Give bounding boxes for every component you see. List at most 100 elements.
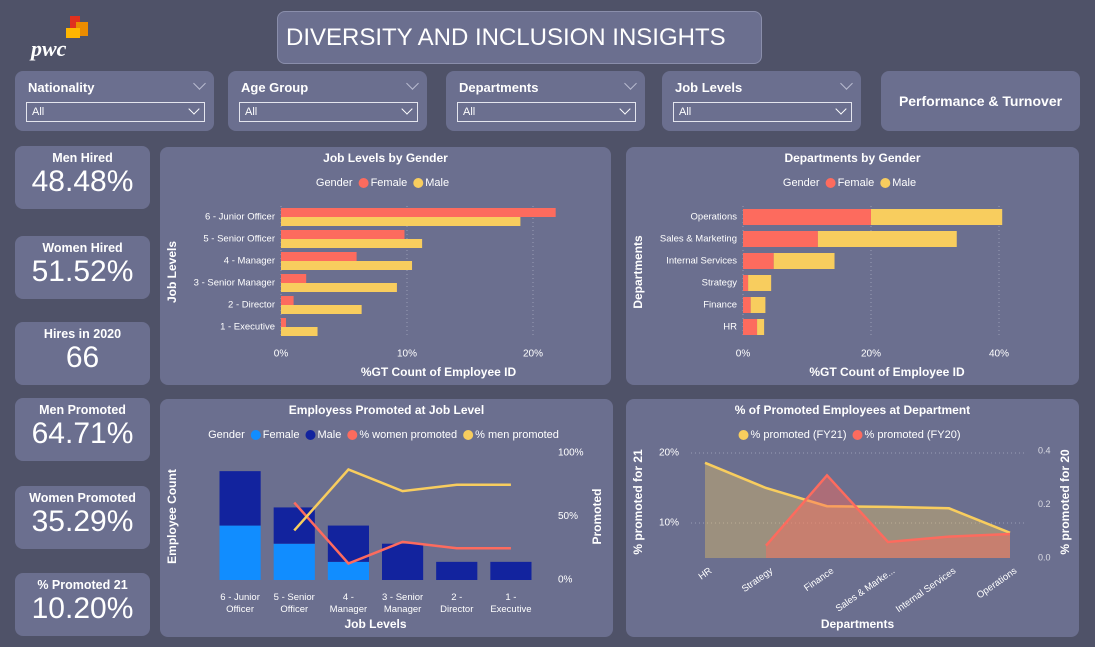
x-tick-label: 2 -Director <box>440 592 473 615</box>
legend-label: Male <box>425 177 449 189</box>
chevron <box>619 103 631 115</box>
x-tick-label: 20% <box>523 349 543 360</box>
legend-label: % men promoted <box>475 429 559 441</box>
legend-label: % women promoted <box>359 429 457 441</box>
kpi-value: 51.52% <box>31 255 134 288</box>
dropdown[interactable]: All <box>26 102 205 122</box>
x-tick-label: 0% <box>736 349 751 360</box>
x-tick-label: Sales & Marke... <box>834 566 897 615</box>
kpi-value: 10.20% <box>31 592 134 625</box>
label-line: 3 - Senior <box>382 592 423 603</box>
label-line: 6 - Junior <box>220 592 260 603</box>
x-tick-label: 1 -Executive <box>490 592 531 615</box>
kpi-card: Men Hired 48.48% <box>15 146 150 209</box>
dropdown[interactable]: All <box>673 102 852 122</box>
bar <box>281 283 397 292</box>
legend-label: Male <box>317 429 341 441</box>
x-tick-label: 3 - Senior Manager <box>382 592 423 615</box>
bar <box>748 275 772 291</box>
bar <box>327 561 369 580</box>
chart-card: Job Levels by Gender Gender Female Male %GT … <box>160 147 611 385</box>
filter-label: Departments <box>459 80 539 95</box>
x-tick-label: 6 - Junior Officer <box>220 592 260 615</box>
dropdown[interactable]: All <box>457 102 636 122</box>
bar <box>281 305 362 314</box>
label-line: 5 - Senior <box>274 592 315 603</box>
bar <box>281 252 357 261</box>
filter[interactable]: Nationality All <box>15 71 214 131</box>
kpi-label: Men Promoted <box>39 403 126 417</box>
legend: Gender Female Male <box>316 177 449 189</box>
label-line: Director <box>440 604 473 615</box>
legend-marker <box>463 430 474 440</box>
bar <box>281 318 287 327</box>
button-label: Performance & Turnover <box>898 93 1063 109</box>
title-box: DIVERSITY AND INCLUSION INSIGHTS <box>277 11 762 64</box>
logo-text: pwc <box>31 36 67 61</box>
dropdown[interactable]: All <box>239 102 418 122</box>
chart-title: Employess Promoted at Job Level <box>289 403 484 417</box>
y2-tick-label: 0.2 <box>1038 499 1051 509</box>
filter-label: Nationality <box>28 80 95 95</box>
y-axis-title: Departments <box>631 235 645 309</box>
legend-label: Female <box>838 177 875 189</box>
bar <box>743 275 749 291</box>
kpi-value: 35.29% <box>31 505 134 538</box>
x-tick-label: Operations <box>975 565 1020 601</box>
bar <box>281 208 556 217</box>
chevron <box>406 77 419 90</box>
x-tick-label: 10% <box>397 349 417 360</box>
kpi-value: 64.71% <box>31 417 134 450</box>
kpi-card: Women Hired 51.52% <box>15 236 150 299</box>
kpi-card: Men Promoted 64.71% <box>15 398 150 461</box>
bar <box>327 525 369 562</box>
bar <box>743 231 818 247</box>
chart-title: % of Promoted Employees at Department <box>735 403 970 417</box>
y-tick-label: Sales & Marketing <box>660 234 737 245</box>
bar <box>273 543 315 580</box>
chevron <box>401 103 413 115</box>
x-tick-label: 4 -Manager <box>330 592 368 615</box>
legend-label: Male <box>892 177 916 189</box>
x-tick-label: Internal Services <box>894 565 958 615</box>
label-line: Executive <box>490 604 531 615</box>
x-tick-label: 40% <box>989 349 1009 360</box>
legend-title: Gender <box>783 177 820 189</box>
legend-marker <box>305 430 316 440</box>
chevron <box>188 103 200 115</box>
chart: % of Promoted Employees at Department % p… <box>631 403 1072 631</box>
legend-label: Female <box>371 177 408 189</box>
nav-button[interactable]: Performance & Turnover <box>881 71 1080 131</box>
kpi-value: 66 <box>65 341 100 374</box>
x-axis-title: Departments <box>821 617 895 631</box>
filter[interactable]: Job Levels All <box>662 71 861 131</box>
legend-marker <box>825 178 836 188</box>
filter-label: Age Group <box>241 80 309 95</box>
bar <box>281 274 307 283</box>
legend: Gender Female Male <box>783 177 916 189</box>
y-tick-label: 2 - Director <box>228 300 275 311</box>
line <box>765 473 1011 547</box>
legend-title: Gender <box>316 177 353 189</box>
chevron <box>624 77 637 90</box>
y-tick-label: 20% <box>659 448 679 459</box>
legend-label: Female <box>263 429 300 441</box>
filter[interactable]: Age Group All <box>228 71 427 131</box>
filter[interactable]: Departments All <box>446 71 645 131</box>
y2-axis-title: Promoted <box>590 488 604 544</box>
bar <box>757 319 765 335</box>
x-tick-label: 5 - Senior Officer <box>274 592 315 615</box>
bar <box>281 327 318 336</box>
bar <box>219 471 261 526</box>
y2-tick-label: 0% <box>558 575 573 586</box>
legend-title: Gender <box>208 429 245 441</box>
label-line: 4 - <box>343 592 354 603</box>
logo <box>28 12 98 62</box>
legend-marker <box>250 430 261 440</box>
y-tick-label: 6 - Junior Officer <box>205 212 275 223</box>
kpi-label: Women Hired <box>42 241 123 255</box>
chart-card: Departments by Gender Gender Female Male %GT… <box>626 147 1079 385</box>
label-line: Officer <box>280 604 308 615</box>
legend-marker <box>852 430 863 440</box>
bar <box>281 296 294 305</box>
